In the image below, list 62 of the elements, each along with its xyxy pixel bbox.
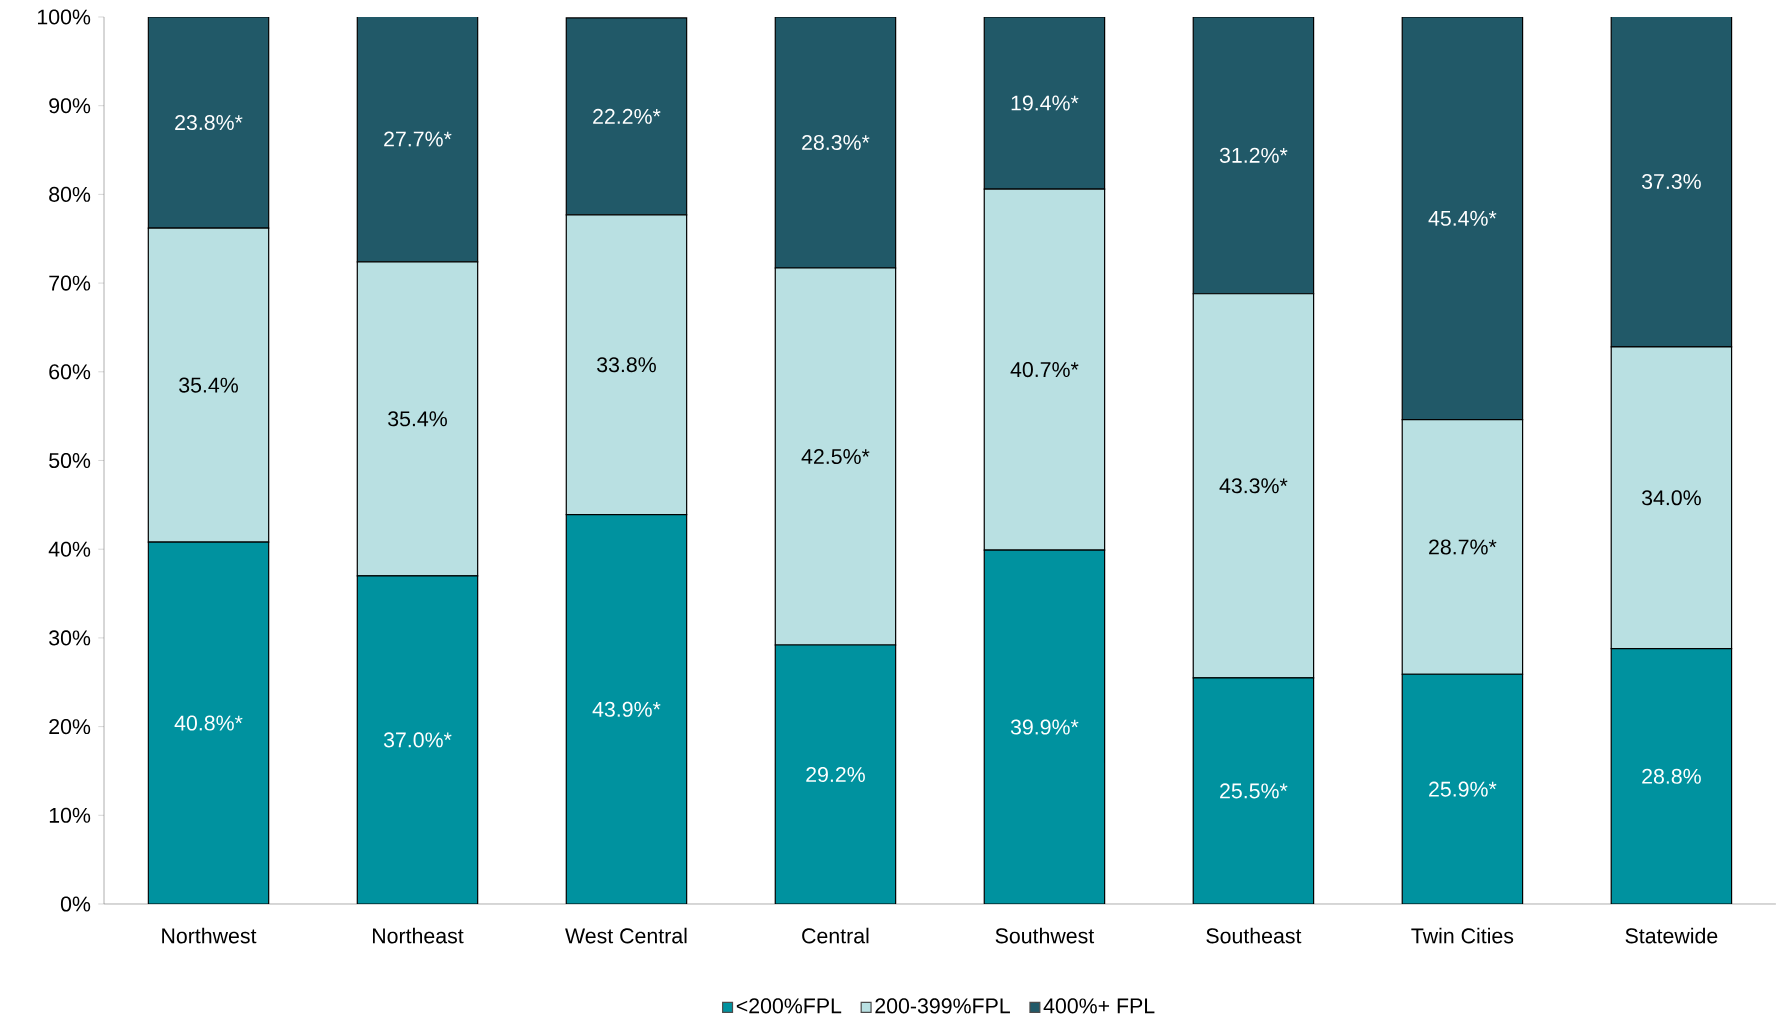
data-label: 37.3% xyxy=(1641,174,1701,190)
data-label: 22.2%* xyxy=(593,108,661,124)
legend-label: 400%+ FPL xyxy=(1043,998,1155,1014)
data-label: 35.4% xyxy=(179,377,238,393)
data-label: 37.0%* xyxy=(383,732,452,748)
data-label: 33.8% xyxy=(597,357,656,373)
legend-label: 200-399%FPL xyxy=(875,998,1010,1014)
bar xyxy=(147,17,270,229)
bar xyxy=(983,17,1106,190)
bar xyxy=(356,575,479,905)
x-tick-label: Twin Cities xyxy=(1411,927,1514,944)
data-label: 25.9%* xyxy=(1429,781,1497,797)
y-tick-label: 40% xyxy=(48,541,91,557)
x-tick-label: Central xyxy=(802,927,869,944)
bar xyxy=(774,644,897,905)
bar xyxy=(1192,677,1315,905)
data-label: 34.0% xyxy=(1641,490,1701,506)
bar xyxy=(1401,17,1524,421)
data-label: 28.7%* xyxy=(1429,539,1497,555)
legend-label: <200%FPL xyxy=(736,998,842,1014)
bar xyxy=(1610,648,1733,905)
bar xyxy=(147,541,270,905)
y-tick-label: 60% xyxy=(49,364,91,380)
bar xyxy=(356,17,479,263)
data-label: 43.3%* xyxy=(1219,478,1288,494)
data-label: 29.2% xyxy=(806,767,865,783)
data-label: 45.4%* xyxy=(1428,210,1497,226)
data-label: 27.7%* xyxy=(384,131,452,147)
y-tick-label: 100% xyxy=(38,9,91,25)
data-label: 42.5%* xyxy=(801,449,870,465)
data-label: 28.3%* xyxy=(802,135,870,151)
data-label: 35.4% xyxy=(388,411,447,427)
y-tick-label: 50% xyxy=(49,453,91,469)
bar xyxy=(983,549,1106,905)
bar xyxy=(565,17,688,216)
bar xyxy=(565,514,688,905)
y-tick-label: 70% xyxy=(49,275,91,291)
data-label: 40.7%* xyxy=(1010,362,1079,378)
bar xyxy=(774,17,897,269)
data-label: 39.9%* xyxy=(1010,719,1079,735)
bar xyxy=(1610,17,1733,348)
y-tick-label: 0% xyxy=(60,896,91,912)
data-label: 40.8%* xyxy=(174,715,243,731)
y-tick-label: 20% xyxy=(49,719,91,735)
x-tick-label: Northeast xyxy=(372,927,464,944)
y-tick-label: 30% xyxy=(49,630,91,646)
data-label: 43.9%* xyxy=(592,701,661,717)
x-tick-label: Southeast xyxy=(1206,927,1302,944)
y-tick-label: 10% xyxy=(49,807,91,823)
bar xyxy=(1401,673,1524,905)
x-tick-label: Statewide xyxy=(1625,927,1718,944)
x-tick-label: West Central xyxy=(565,927,687,944)
x-tick-label: Southwest xyxy=(995,927,1095,944)
data-label: 31.2%* xyxy=(1219,147,1288,164)
x-tick-label: Northwest xyxy=(162,927,257,944)
data-label: 25.5%* xyxy=(1220,783,1288,799)
data-label: 23.8%* xyxy=(175,115,243,131)
y-tick-label: 80% xyxy=(49,186,91,203)
data-label: 19.4%* xyxy=(1011,95,1079,111)
bar xyxy=(1192,17,1315,295)
data-label: 28.8% xyxy=(1642,768,1701,784)
y-tick-label: 90% xyxy=(49,98,91,114)
